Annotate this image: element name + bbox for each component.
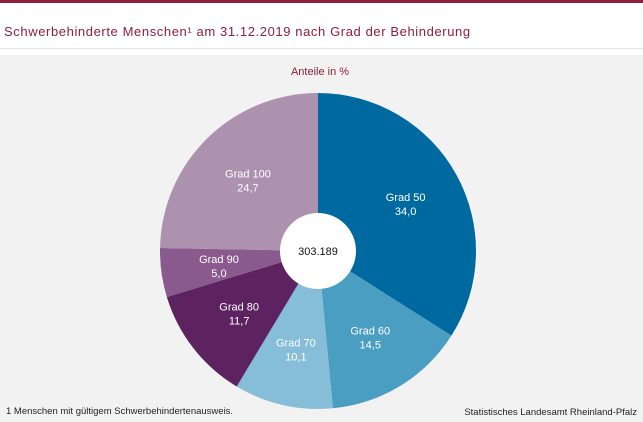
pie-slice: [318, 251, 452, 409]
pie-slice: [166, 251, 318, 387]
pie-slice: [160, 93, 318, 251]
slice-label: Grad 100: [225, 169, 271, 181]
slice-value-label: 14,5: [360, 339, 381, 351]
slice-value-label: 11,7: [229, 316, 250, 328]
donut-chart: Anteile in % 303.189 Grad 50 34,0 Grad 60 1…: [159, 66, 477, 409]
center-total-label: 303.189: [298, 246, 338, 258]
slices-group: [159, 93, 477, 409]
pie-slice: [236, 251, 333, 409]
pie-slice: [159, 248, 318, 297]
slice-value-label: 10,1: [285, 352, 306, 364]
chart-panel: Anteile in % 303.189 Grad 50 34,0 Grad 60 1…: [0, 55, 643, 422]
pie-slice: [318, 93, 477, 336]
source-label: Statistisches Landesamt Rheinland-Pfalz: [464, 407, 637, 418]
slice-value-label: 34,0: [395, 206, 416, 218]
divider: [0, 48, 643, 49]
slice-label: Grad 90: [199, 254, 239, 266]
top-rule: [0, 0, 643, 3]
donut-hole: [280, 213, 356, 289]
labels-group: Grad 50 34,0 Grad 60 14,5 Grad 70 10,1 Grad 80…: [199, 169, 425, 364]
slice-value-label: 24,7: [237, 183, 258, 195]
chart-title: Schwerbehinderte Menschen¹ am 31.12.2019…: [4, 24, 471, 39]
slice-label: Grad 80: [219, 302, 259, 314]
slice-value-label: 5,0: [211, 268, 226, 280]
chart-subtitle: Anteile in %: [291, 66, 349, 78]
slice-label: Grad 60: [350, 325, 390, 337]
slice-label: Grad 50: [386, 192, 426, 204]
slice-label: Grad 70: [276, 338, 316, 350]
footnote: 1 Menschen mit gültigem Schwerbehinderte…: [6, 406, 234, 417]
